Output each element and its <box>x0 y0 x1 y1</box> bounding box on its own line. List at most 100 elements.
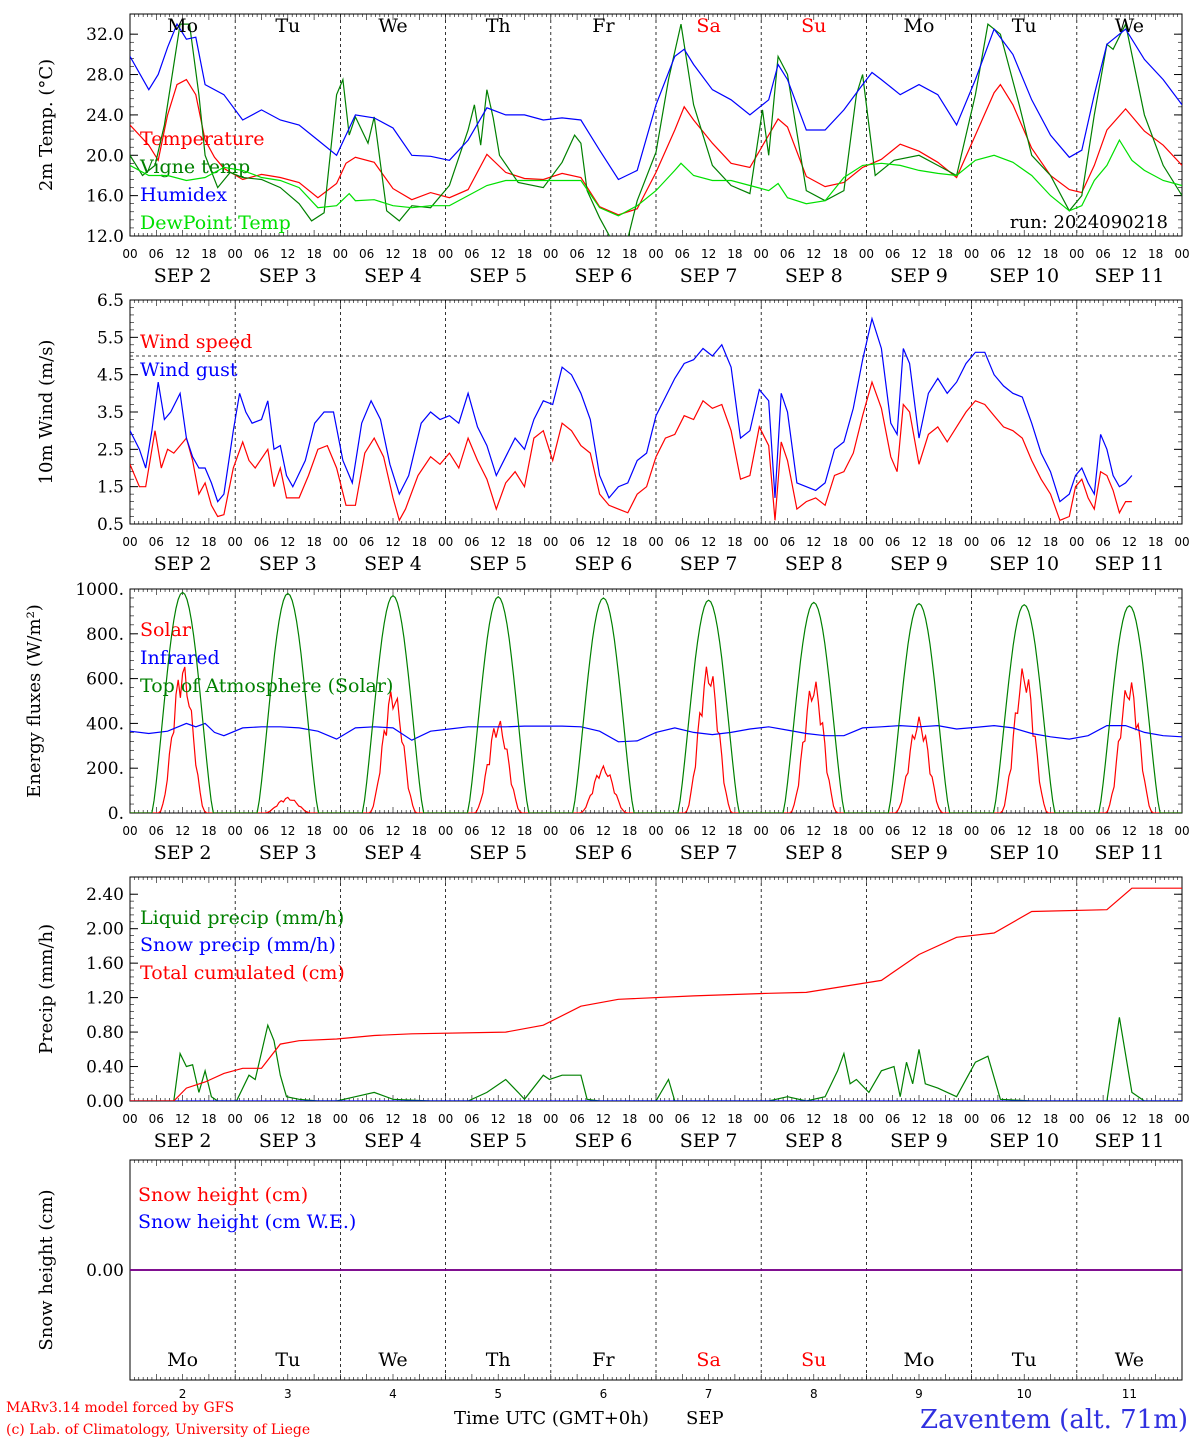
hour-tick-label: 00 <box>859 1112 874 1126</box>
hour-tick-label: 06 <box>464 824 479 838</box>
day-name-label: Fr <box>592 15 615 37</box>
day-number-label: 8 <box>810 1387 818 1401</box>
day-number-label: 6 <box>600 1387 608 1401</box>
hour-tick-label: 12 <box>1122 1112 1137 1126</box>
date-label: SEP 10 <box>989 553 1059 575</box>
date-label: SEP 11 <box>1094 1130 1164 1152</box>
hour-tick-label: 00 <box>333 824 348 838</box>
hour-tick-label: 00 <box>228 1112 243 1126</box>
day-name-label: Tu <box>275 1349 300 1371</box>
hour-tick-label: 12 <box>385 1112 400 1126</box>
plot-frame <box>129 588 1183 814</box>
day-name-label: We <box>1115 1349 1144 1371</box>
hour-tick-label: 06 <box>675 824 690 838</box>
hour-tick-label: 06 <box>254 824 269 838</box>
hour-tick-label: 00 <box>1069 824 1084 838</box>
hour-tick-label: 12 <box>280 247 295 261</box>
hour-tick-label: 18 <box>727 247 742 261</box>
date-label: SEP 8 <box>785 265 843 287</box>
hour-tick-label: 18 <box>412 824 427 838</box>
legend-entry: DewPoint Temp <box>140 212 291 234</box>
date-label: SEP 7 <box>680 842 738 864</box>
day-number-label: 3 <box>284 1387 292 1401</box>
date-label: SEP 4 <box>364 553 422 575</box>
hour-tick-label: 00 <box>754 535 769 549</box>
hour-tick-label: 18 <box>832 824 847 838</box>
date-label: SEP 2 <box>154 265 212 287</box>
y-tick-label: 1.60 <box>86 954 124 974</box>
y-tick-label: 20.0 <box>86 146 124 166</box>
day-name-label: Tu <box>1012 15 1037 37</box>
date-label: SEP 11 <box>1094 842 1164 864</box>
hour-tick-label: 12 <box>1122 535 1137 549</box>
day-number-label: 2 <box>179 1387 187 1401</box>
hour-tick-label: 06 <box>569 247 584 261</box>
date-label: SEP 9 <box>890 265 948 287</box>
hour-tick-label: 00 <box>1069 535 1084 549</box>
y-tick-label: 24.0 <box>86 106 124 126</box>
hour-tick-label: 18 <box>517 1112 532 1126</box>
y-tick-label: 2.5 <box>97 440 124 460</box>
hour-tick-label: 12 <box>806 535 821 549</box>
legend-entry: Liquid precip (mm/h) <box>140 907 344 929</box>
hour-tick-label: 18 <box>1043 247 1058 261</box>
date-label: SEP 3 <box>259 842 317 864</box>
date-label: SEP 9 <box>890 553 948 575</box>
hour-tick-label: 06 <box>359 535 374 549</box>
series-line-wind-gust <box>130 316 1133 503</box>
hour-tick-label: 12 <box>911 1112 926 1126</box>
hour-tick-label: 18 <box>201 535 216 549</box>
y-tick-label: 800. <box>86 625 124 645</box>
footer-labels: MARv3.14 model forced by GFS (c) Lab. of… <box>6 212 1188 1438</box>
legend-entry: Temperature <box>140 128 264 150</box>
y-tick-label: 2.40 <box>86 885 124 905</box>
hour-tick-label: 06 <box>1095 1112 1110 1126</box>
hour-tick-label: 00 <box>122 247 137 261</box>
day-number-label: 10 <box>1017 1387 1032 1401</box>
hour-tick-label: 12 <box>1017 824 1032 838</box>
hour-tick-label: 00 <box>543 824 558 838</box>
hour-tick-label: 12 <box>491 824 506 838</box>
date-label: SEP 11 <box>1094 265 1164 287</box>
day-number-label: 5 <box>494 1387 502 1401</box>
hour-tick-label: 18 <box>938 824 953 838</box>
hour-tick-label: 00 <box>1174 535 1189 549</box>
date-label: SEP 7 <box>680 1130 738 1152</box>
date-label: SEP 7 <box>680 265 738 287</box>
date-label: SEP 2 <box>154 842 212 864</box>
hour-tick-label: 00 <box>1174 1112 1189 1126</box>
day-name-label: Su <box>801 15 826 37</box>
day-name-label: Mo <box>167 15 198 37</box>
hour-tick-label: 12 <box>701 824 716 838</box>
day-number-label: 4 <box>389 1387 397 1401</box>
run-label: run: 2024090218 <box>1010 212 1168 233</box>
day-name-label: Mo <box>167 1349 198 1371</box>
hour-tick-label: 06 <box>675 535 690 549</box>
hour-tick-label: 00 <box>228 824 243 838</box>
hour-tick-label: 18 <box>201 824 216 838</box>
hour-tick-label: 00 <box>648 1112 663 1126</box>
hour-tick-label: 00 <box>543 535 558 549</box>
hour-tick-label: 18 <box>622 824 637 838</box>
hour-tick-label: 00 <box>333 247 348 261</box>
y-tick-label: 1.5 <box>97 478 124 498</box>
hour-tick-label: 00 <box>754 1112 769 1126</box>
day-name-label: We <box>1115 15 1144 37</box>
y-tick-label: 0.40 <box>86 1058 124 1078</box>
panel-3: 0. 200. 400. 600. 800. 1000. Energy fluxes (W/… <box>24 580 1190 864</box>
hour-tick-label: 06 <box>464 535 479 549</box>
legend-entry: Infrared <box>140 647 220 669</box>
y-tick-label: 28.0 <box>86 66 124 86</box>
hour-tick-label: 06 <box>254 1112 269 1126</box>
hour-tick-label: 00 <box>648 247 663 261</box>
legend-entry: Wind gust <box>140 359 238 381</box>
date-label: SEP 4 <box>364 265 422 287</box>
footer-month: SEP <box>686 1408 724 1429</box>
y-tick-label: 16.0 <box>86 187 124 207</box>
hour-tick-label: 12 <box>385 247 400 261</box>
day-number-label: 7 <box>705 1387 713 1401</box>
y-tick-label: 0.80 <box>86 1023 124 1043</box>
hour-tick-label: 18 <box>412 247 427 261</box>
hour-tick-label: 18 <box>517 824 532 838</box>
legend-entry: Snow height (cm) <box>138 1184 308 1206</box>
